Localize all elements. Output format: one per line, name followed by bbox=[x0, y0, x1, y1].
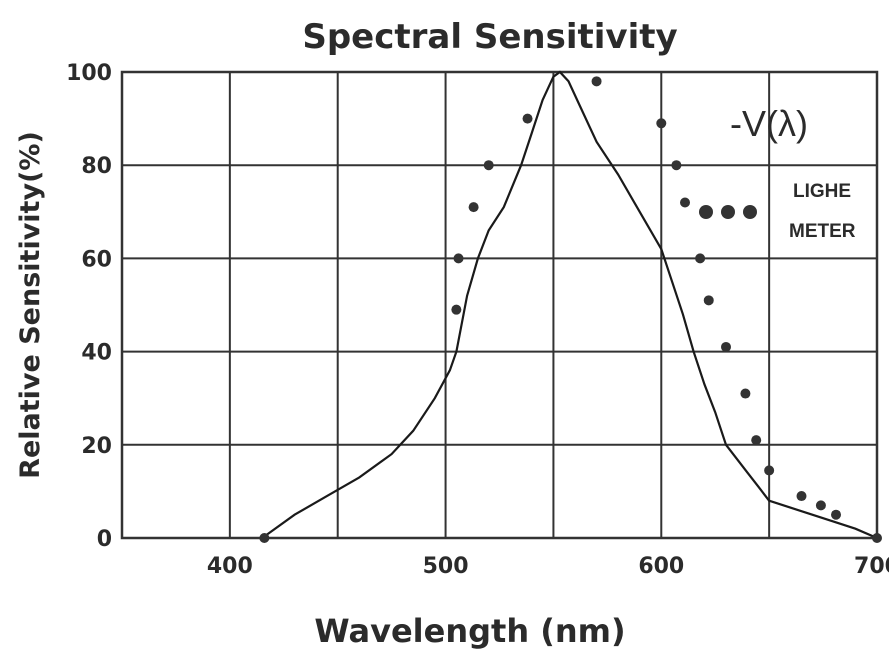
light-meter-point bbox=[831, 509, 842, 520]
legend-light-meter-line-2: METER bbox=[789, 221, 856, 242]
y-tick-label: 60 bbox=[81, 247, 112, 272]
y-tick-label: 40 bbox=[81, 341, 112, 366]
light-meter-point bbox=[468, 202, 479, 213]
v-lambda-curve bbox=[261, 70, 878, 540]
light-meter-point bbox=[451, 304, 462, 315]
chart-title: Spectral Sensitivity bbox=[302, 17, 677, 57]
light-meter-point bbox=[703, 295, 714, 306]
light-meter-point bbox=[671, 160, 682, 171]
y-tick-label: 20 bbox=[81, 434, 112, 459]
x-axis-label: Wavelength (nm) bbox=[314, 612, 625, 650]
light-meter-point bbox=[453, 253, 464, 264]
x-tick-label: 500 bbox=[423, 554, 469, 579]
light-meter-point bbox=[695, 253, 706, 264]
y-tick-label: 0 bbox=[97, 527, 112, 552]
light-meter-point bbox=[483, 160, 494, 171]
legend-v-lambda-label: -V(λ) bbox=[730, 103, 808, 144]
legend-light-meter-line-1: LIGHE bbox=[793, 181, 851, 202]
light-meter-point bbox=[751, 435, 762, 446]
light-meter-point bbox=[591, 76, 602, 87]
plot-frame bbox=[120, 70, 879, 540]
light-meter-point bbox=[259, 533, 270, 543]
legend-dot-1 bbox=[699, 205, 713, 219]
light-meter-point bbox=[522, 113, 533, 124]
legend-dot-2 bbox=[721, 205, 735, 219]
light-meter-markers bbox=[259, 76, 882, 543]
x-tick-label: 600 bbox=[638, 554, 684, 579]
light-meter-point bbox=[656, 118, 667, 129]
y-tick-label: 80 bbox=[81, 154, 112, 179]
x-tick-labels: 400 500 600 700 bbox=[207, 554, 889, 579]
light-meter-point bbox=[680, 197, 691, 208]
y-tick-labels: 0 20 40 60 80 100 bbox=[66, 61, 112, 552]
legend-dot-3 bbox=[743, 205, 757, 219]
light-meter-point bbox=[764, 465, 775, 476]
light-meter-point bbox=[815, 500, 826, 511]
y-tick-label: 100 bbox=[66, 61, 112, 86]
light-meter-point bbox=[721, 341, 731, 352]
x-tick-label: 700 bbox=[854, 554, 889, 579]
y-axis-label: Relative Sensitivity(%) bbox=[15, 131, 46, 479]
legend-light-meter-symbol bbox=[699, 205, 757, 219]
x-tick-label: 400 bbox=[207, 554, 253, 579]
light-meter-point bbox=[740, 388, 751, 399]
light-meter-point bbox=[872, 533, 882, 543]
light-meter-point bbox=[796, 491, 807, 502]
